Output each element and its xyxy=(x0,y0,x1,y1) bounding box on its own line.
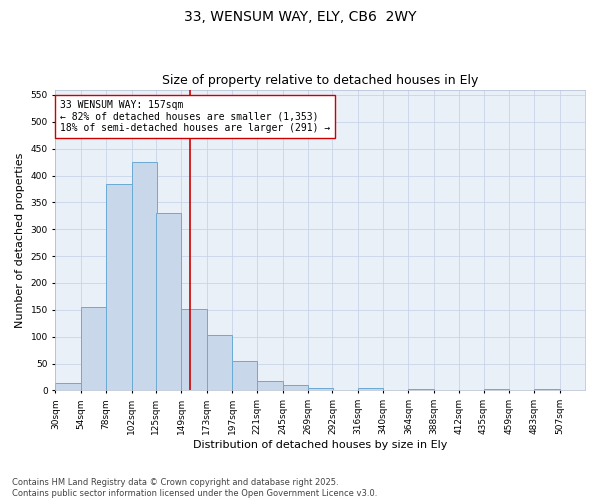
Text: 33, WENSUM WAY, ELY, CB6  2WY: 33, WENSUM WAY, ELY, CB6 2WY xyxy=(184,10,416,24)
Text: 33 WENSUM WAY: 157sqm
← 82% of detached houses are smaller (1,353)
18% of semi-d: 33 WENSUM WAY: 157sqm ← 82% of detached … xyxy=(59,100,330,133)
Text: Contains HM Land Registry data © Crown copyright and database right 2025.
Contai: Contains HM Land Registry data © Crown c… xyxy=(12,478,377,498)
Bar xyxy=(358,388,383,390)
Bar xyxy=(283,385,308,390)
X-axis label: Distribution of detached houses by size in Ely: Distribution of detached houses by size … xyxy=(193,440,448,450)
Bar xyxy=(81,307,106,390)
Bar xyxy=(308,388,334,390)
Bar xyxy=(181,309,206,390)
Bar xyxy=(55,384,81,390)
Bar xyxy=(257,381,283,390)
Bar xyxy=(156,213,181,390)
Title: Size of property relative to detached houses in Ely: Size of property relative to detached ho… xyxy=(162,74,478,87)
Bar xyxy=(131,162,157,390)
Y-axis label: Number of detached properties: Number of detached properties xyxy=(15,152,25,328)
Bar xyxy=(106,184,131,390)
Bar xyxy=(206,335,232,390)
Bar xyxy=(232,361,257,390)
Bar xyxy=(534,389,560,390)
